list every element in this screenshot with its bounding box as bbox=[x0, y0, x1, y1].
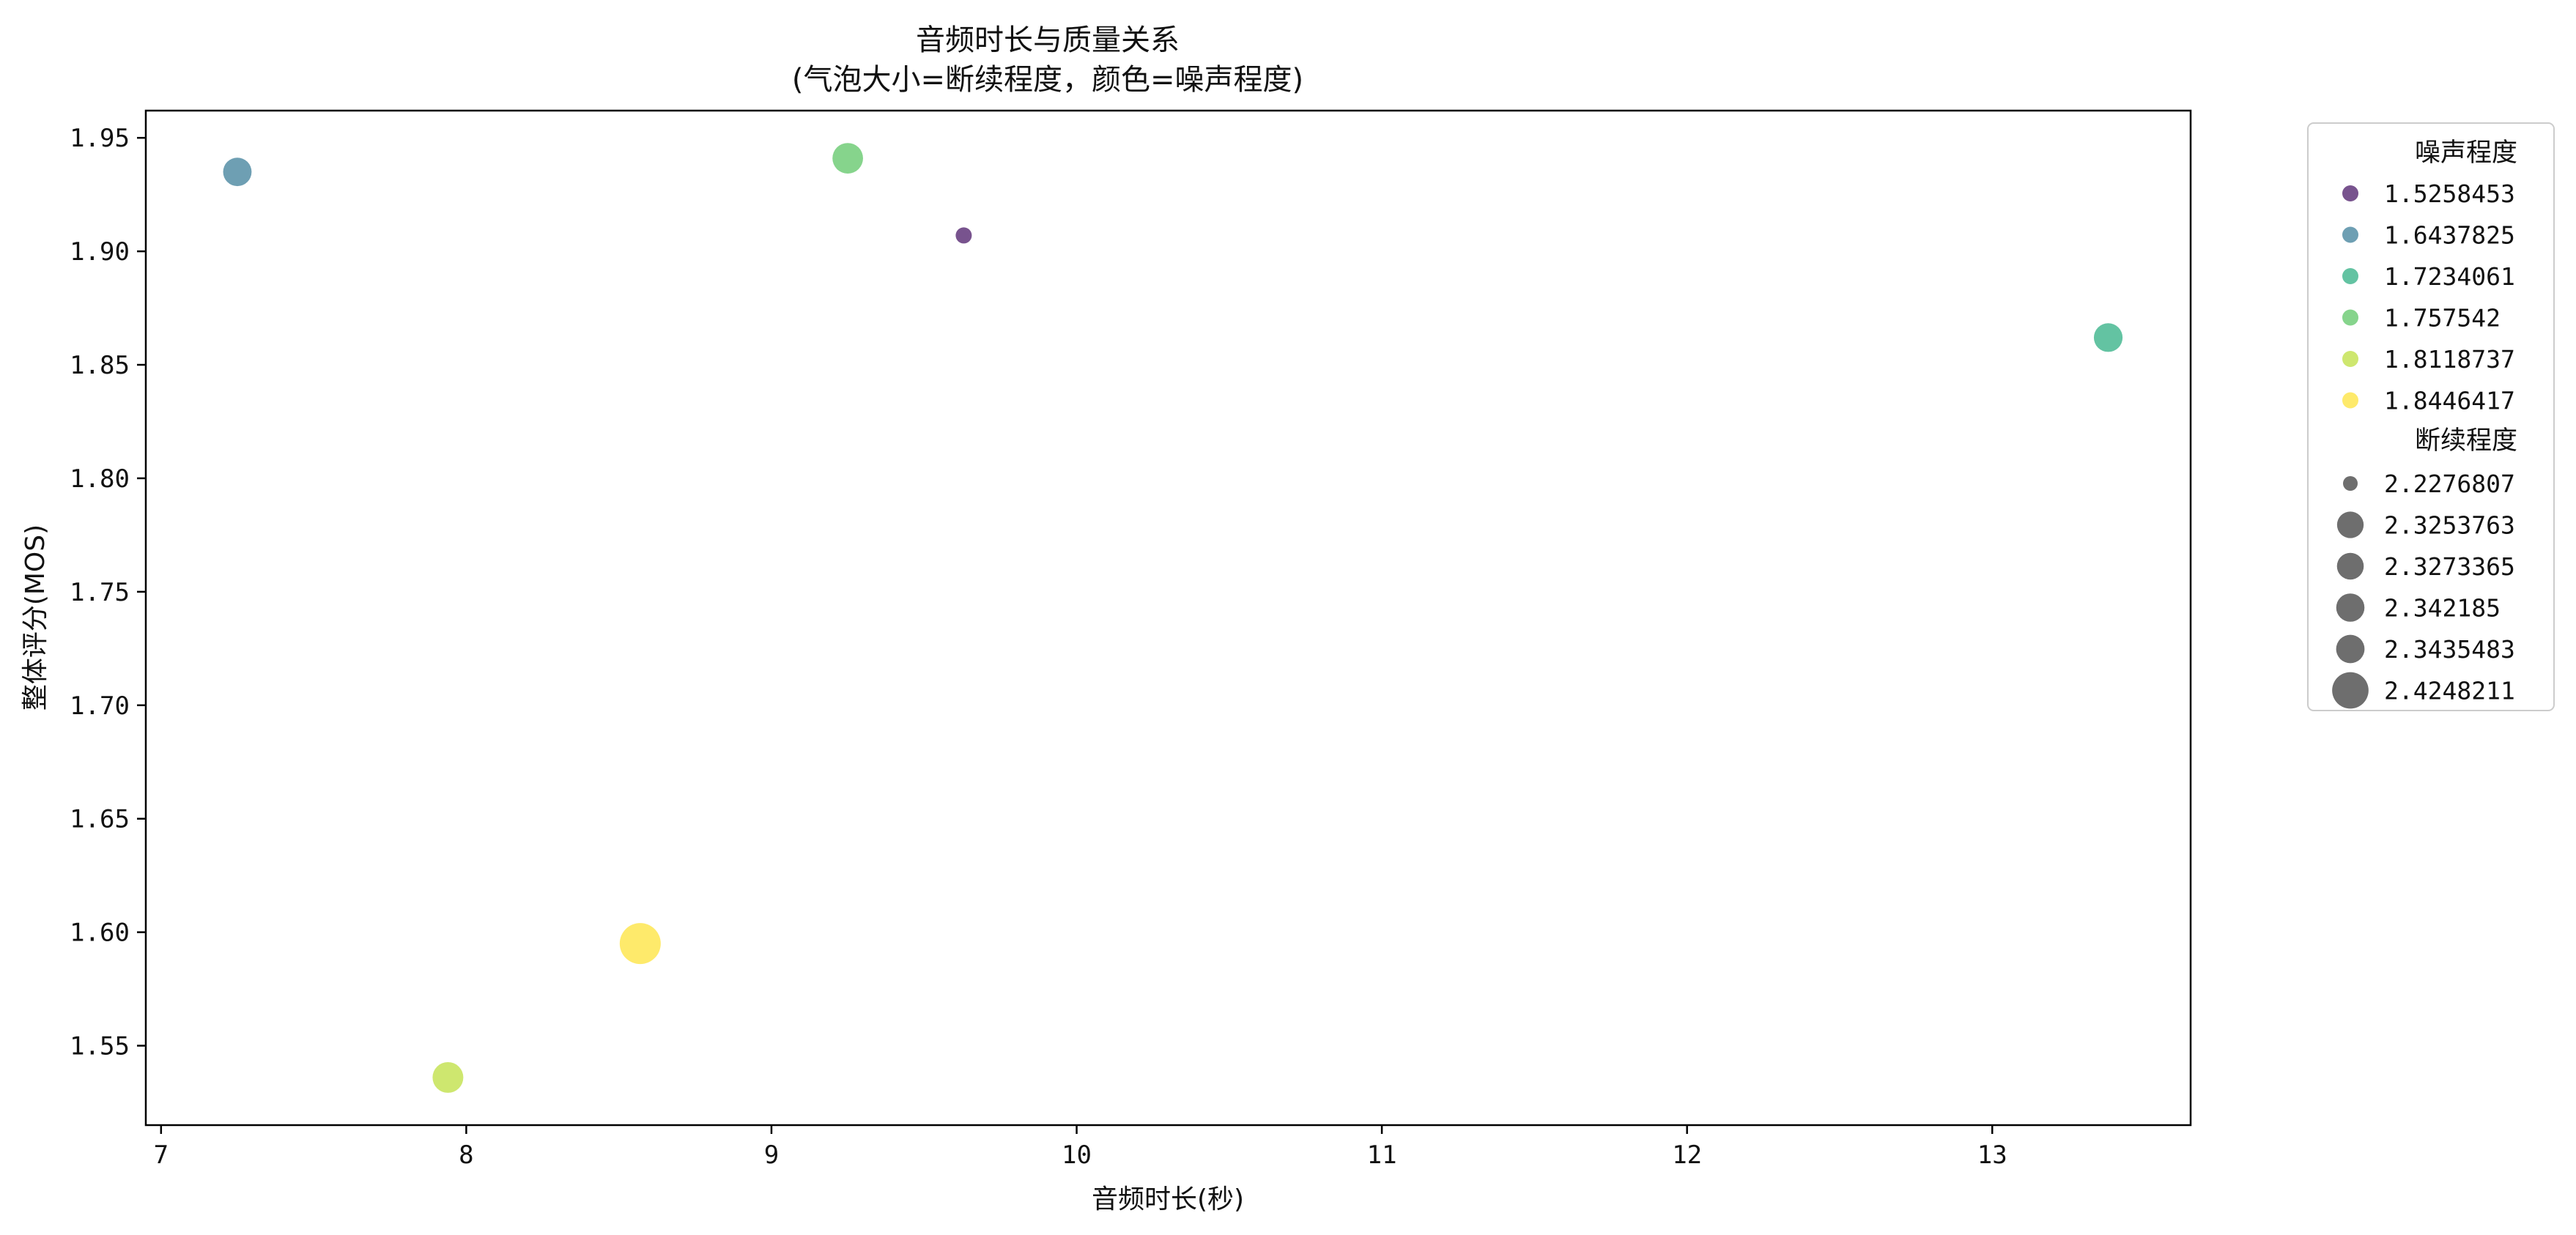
points-layer bbox=[223, 143, 2123, 1093]
legend-frame bbox=[2308, 123, 2554, 711]
legend-size-label-3: 2.3273365 bbox=[2384, 552, 2515, 581]
legend-color-marker-6 bbox=[2342, 393, 2358, 409]
legend-color-label-4: 1.757542 bbox=[2384, 304, 2501, 333]
legend-size-marker-2 bbox=[2337, 511, 2364, 538]
legend-color-marker-5 bbox=[2342, 351, 2358, 367]
legend-color-label-3: 1.7234061 bbox=[2384, 262, 2515, 291]
legend-color-label-6: 1.8446417 bbox=[2384, 387, 2515, 415]
y-axis-label: 整体评分(MOS) bbox=[21, 524, 51, 711]
legend-color-marker-3 bbox=[2342, 268, 2358, 284]
legend-color-marker-4 bbox=[2342, 310, 2358, 326]
legend-size-title: 断续程度 bbox=[2415, 426, 2517, 456]
plot-frame bbox=[146, 111, 2191, 1125]
legend-size-marker-4 bbox=[2336, 593, 2365, 622]
legend-color-label-1: 1.5258453 bbox=[2384, 179, 2515, 208]
x-tick-label-3: 9 bbox=[764, 1141, 779, 1170]
y-tick-label-4: 1.70 bbox=[70, 691, 130, 721]
legend-size-label-2: 2.3253763 bbox=[2384, 511, 2515, 540]
legend-size-label-4: 2.342185 bbox=[2384, 594, 2501, 623]
y-tick-label-8: 1.90 bbox=[70, 237, 130, 267]
x-tick-label-1: 7 bbox=[154, 1141, 169, 1170]
x-axis-ticks: 7 8 9 10 11 12 13 bbox=[154, 1125, 2007, 1170]
y-tick-label-9: 1.95 bbox=[70, 124, 130, 153]
legend-size-marker-1 bbox=[2343, 476, 2358, 491]
chart-title-line1: 音频时长与质量关系 bbox=[916, 23, 1180, 57]
data-point-3 bbox=[620, 923, 661, 964]
y-tick-label-3: 1.65 bbox=[70, 805, 130, 834]
legend-color-label-5: 1.8118737 bbox=[2384, 345, 2515, 374]
legend-size-label-6: 2.4248211 bbox=[2384, 677, 2515, 705]
data-point-1 bbox=[223, 157, 252, 186]
y-tick-label-2: 1.60 bbox=[70, 919, 130, 948]
y-tick-label-6: 1.80 bbox=[70, 464, 130, 494]
y-tick-label-1: 1.55 bbox=[70, 1032, 130, 1061]
chart-title-line2: (气泡大小=断续程度，颜色=噪声程度) bbox=[792, 63, 1303, 97]
y-tick-label-5: 1.75 bbox=[70, 578, 130, 607]
legend-color-marker-1 bbox=[2342, 185, 2358, 201]
data-point-2 bbox=[432, 1062, 463, 1093]
y-axis-ticks: 1.55 1.60 1.65 1.70 1.75 1.80 1.85 1.90 1.95 bbox=[70, 124, 146, 1061]
x-tick-label-4: 10 bbox=[1062, 1141, 1092, 1170]
x-tick-label-5: 11 bbox=[1367, 1141, 1397, 1170]
legend-color-marker-2 bbox=[2342, 227, 2358, 243]
x-axis-label: 音频时长(秒) bbox=[1092, 1184, 1244, 1214]
legend-size-marker-3 bbox=[2337, 553, 2364, 580]
data-point-6 bbox=[2094, 323, 2122, 352]
legend-size-marker-6 bbox=[2332, 672, 2369, 709]
data-point-4 bbox=[832, 143, 863, 174]
legend-size-marker-5 bbox=[2336, 635, 2365, 664]
x-tick-label-6: 12 bbox=[1672, 1141, 1702, 1170]
legend-size-label-5: 2.3435483 bbox=[2384, 635, 2515, 664]
data-point-5 bbox=[955, 227, 971, 243]
legend-color-title: 噪声程度 bbox=[2415, 138, 2517, 168]
legend: 噪声程度 1.5258453 1.6437825 1.7234061 1.757542… bbox=[2308, 123, 2554, 711]
legend-color-label-2: 1.6437825 bbox=[2384, 221, 2515, 250]
x-tick-label-2: 8 bbox=[459, 1141, 473, 1170]
x-tick-label-7: 13 bbox=[1977, 1141, 2007, 1170]
y-tick-label-7: 1.85 bbox=[70, 351, 130, 380]
legend-size-label-1: 2.2276807 bbox=[2384, 470, 2515, 498]
